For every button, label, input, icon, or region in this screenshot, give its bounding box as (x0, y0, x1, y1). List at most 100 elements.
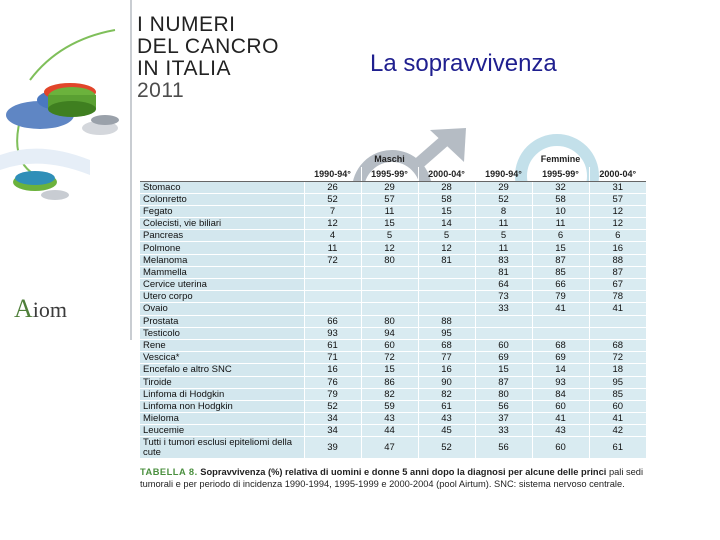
table-cell: 90 (417, 376, 475, 389)
row-label: Linfoma di Hodgkin (140, 388, 304, 401)
row-label: Stomaco (140, 181, 304, 194)
table-cell: 10 (531, 205, 589, 219)
table-cell: 87 (531, 254, 589, 267)
table-cell: 60 (531, 436, 589, 460)
row-label: Ovaio (140, 302, 304, 316)
table-cell: 86 (360, 376, 418, 389)
table-cell: 43 (360, 412, 418, 426)
table-row: Encefalo e altro SNC 16 15 16 15 14 18 (140, 363, 646, 377)
table-cell: 82 (417, 388, 475, 401)
table-cell: 94 (360, 327, 418, 340)
row-label: Colecisti, vie biliari (140, 217, 304, 231)
table-cell: 69 (474, 351, 532, 365)
table-cell: 71 (303, 351, 361, 365)
table-cell: 84 (531, 388, 589, 401)
table-cell: 60 (360, 339, 418, 353)
table-cell: 52 (303, 400, 361, 414)
table-cell: 7 (303, 205, 361, 219)
table-cell: 61 (588, 436, 646, 460)
table-cell: 80 (474, 388, 532, 401)
caption-text: pali sedi tumorali e per periodo di inci… (140, 467, 644, 489)
table-cell: 31 (588, 181, 646, 194)
table-cell: 60 (588, 400, 646, 414)
table-cell: 43 (417, 412, 475, 426)
table-cell: 6 (588, 229, 646, 243)
table-row: Prostata 66 80 88 (140, 315, 646, 328)
table-cell: 12 (417, 241, 475, 255)
header-spacer (140, 167, 304, 182)
table-cell (360, 302, 418, 316)
row-label: Colonretto (140, 193, 304, 206)
table-body: Stomaco 26 29 28 29 32 31 Colonretto 52 57 58 52 58 5… (140, 181, 646, 460)
table-row: Mieloma 34 43 43 37 41 41 (140, 412, 646, 426)
table-cell: 42 (588, 424, 646, 438)
brand-line-4: 2011 (137, 79, 185, 102)
group-header-male: Maschi (374, 153, 405, 164)
table-row: Linfoma di Hodgkin 79 82 82 80 84 85 (140, 388, 646, 401)
table-cell: 80 (360, 254, 418, 267)
table-cell: 34 (303, 412, 361, 426)
table-row: Tutti i tumori esclusi epiteliomi della … (140, 436, 646, 460)
table-cell: 58 (531, 193, 589, 206)
table-cell: 16 (588, 241, 646, 255)
table-cell (417, 266, 475, 280)
table-cell (417, 290, 475, 304)
table-cell: 93 (531, 376, 589, 389)
table-cell: 39 (303, 436, 361, 460)
row-label: Tutti i tumori esclusi epiteliomi della … (140, 436, 304, 460)
table-cell: 4 (303, 229, 361, 243)
table-cell: 69 (531, 351, 589, 365)
table-cell: 56 (474, 400, 532, 414)
table-cell: 11 (474, 241, 532, 255)
table-row: Rene 61 60 68 60 68 68 (140, 339, 646, 353)
table-cell: 61 (303, 339, 361, 353)
table-row: Melanoma 72 80 81 83 87 88 (140, 254, 646, 267)
table-cell: 76 (303, 376, 361, 389)
table-cell: 43 (531, 424, 589, 438)
table-cell: 11 (303, 241, 361, 255)
table-row: Ovaio 33 41 41 (140, 302, 646, 316)
table-cell: 12 (360, 241, 418, 255)
table-cell: 6 (531, 229, 589, 243)
table-cell: 85 (588, 388, 646, 401)
table-cell (360, 266, 418, 280)
table-cell: 26 (303, 181, 361, 194)
table-cell: 88 (588, 254, 646, 267)
table-cell: 68 (417, 339, 475, 353)
aiom-logo-rest: iom (32, 297, 68, 322)
table-cell (417, 278, 475, 292)
table-cell: 56 (474, 436, 532, 460)
row-label: Pancreas (140, 229, 304, 243)
row-label: Rene (140, 339, 304, 353)
table-cell: 59 (360, 400, 418, 414)
table-cell: 16 (417, 363, 475, 377)
table-cell: 5 (417, 229, 475, 243)
table-cell: 95 (588, 376, 646, 389)
table-cell: 87 (588, 266, 646, 280)
table-cell: 34 (303, 424, 361, 438)
table-cell: 60 (474, 339, 532, 353)
aiom-logo-initial: A (14, 294, 33, 323)
row-label: Polmone (140, 241, 304, 255)
table-cell: 15 (531, 241, 589, 255)
table-row: Colonretto 52 57 58 52 58 57 (140, 193, 646, 206)
row-label: Vescica* (140, 351, 304, 365)
caption-label: TABELLA 8. (140, 467, 198, 477)
table-cell: 44 (360, 424, 418, 438)
table-cell: 8 (474, 205, 532, 219)
aiom-logo: Aiom (14, 294, 67, 324)
table-cell: 52 (417, 436, 475, 460)
row-label: Melanoma (140, 254, 304, 267)
row-label: Fegato (140, 205, 304, 219)
table-cell: 81 (474, 266, 532, 280)
table-cell: 12 (303, 217, 361, 231)
table-cell: 12 (588, 217, 646, 231)
table-row: Vescica* 71 72 77 69 69 72 (140, 351, 646, 365)
brand-line-1: I NUMERI (137, 13, 236, 36)
table-cell (474, 327, 532, 340)
table-row: Fegato 7 11 15 8 10 12 (140, 205, 646, 219)
table-cell: 83 (474, 254, 532, 267)
table-cell: 66 (303, 315, 361, 328)
brand-line-3: IN ITALIA (137, 57, 231, 80)
table-caption: TABELLA 8. Sopravvivenza (%) relativa di… (140, 467, 646, 490)
